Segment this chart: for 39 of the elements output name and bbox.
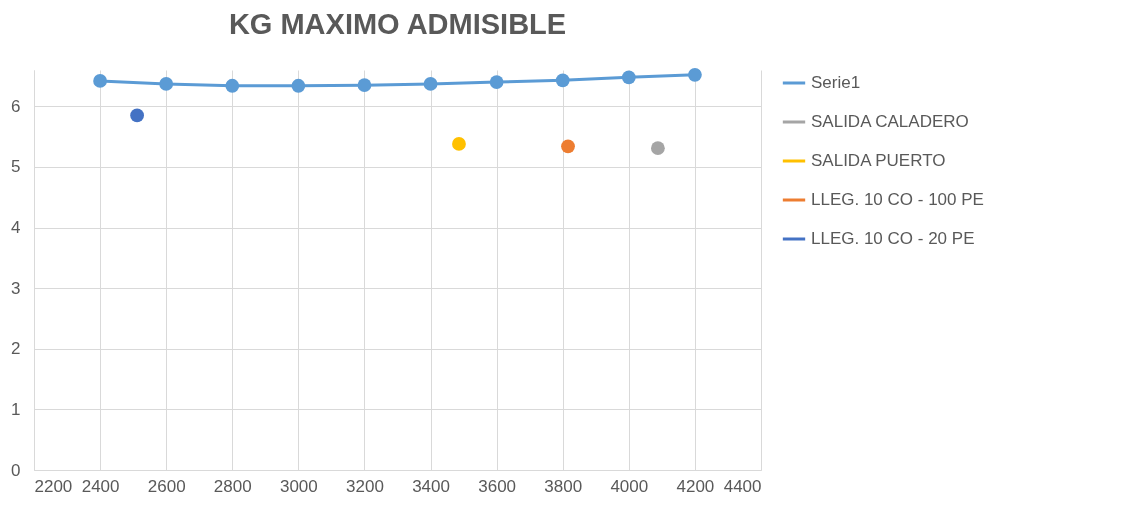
point [555, 73, 570, 88]
x-tick-label: 2200 [34, 476, 73, 496]
x-tick-label: 2400 [81, 476, 120, 496]
point [357, 78, 372, 93]
x-tick-label: 3200 [346, 476, 384, 496]
legend-label: LLEG. 10 CO - 20 PE [811, 229, 975, 248]
y-tick-label: 2 [11, 339, 21, 359]
chart-title: KG MAXIMO ADMISIBLE [228, 7, 567, 40]
legend-label: SALIDA CALADERO [811, 112, 969, 131]
x-tick-label: 3800 [544, 476, 583, 496]
legend-label: LLEG. 10 CO - 100 PE [811, 190, 984, 209]
x-tick-label: 3000 [279, 476, 318, 496]
legend-label: SALIDA PUERTO [811, 151, 946, 170]
y-tick-label: 4 [11, 218, 21, 238]
point [225, 78, 240, 93]
point [452, 137, 466, 151]
y-tick-label: 1 [11, 399, 21, 419]
x-tick-label: 2600 [147, 476, 186, 496]
x-tick-label: 2800 [213, 476, 252, 496]
x-tick-label: 3600 [478, 476, 517, 496]
point [688, 67, 702, 82]
point [423, 77, 438, 91]
y-tick-label: 0 [11, 460, 21, 480]
x-tick-label: 3400 [412, 476, 450, 496]
point [130, 108, 144, 123]
y-tick-label: 3 [11, 278, 21, 298]
point [93, 74, 107, 88]
point [291, 78, 306, 93]
point [621, 70, 636, 85]
x-tick-label: 4200 [676, 476, 715, 496]
point [489, 75, 504, 89]
x-tick-label: 4400 [723, 476, 762, 496]
y-tick-label: 6 [11, 96, 21, 116]
y-tick-label: 5 [11, 157, 21, 177]
legend-label: Serie1 [811, 73, 861, 92]
point [159, 77, 174, 91]
point [651, 141, 665, 156]
x-tick-label: 4000 [610, 476, 649, 496]
point [561, 139, 575, 154]
